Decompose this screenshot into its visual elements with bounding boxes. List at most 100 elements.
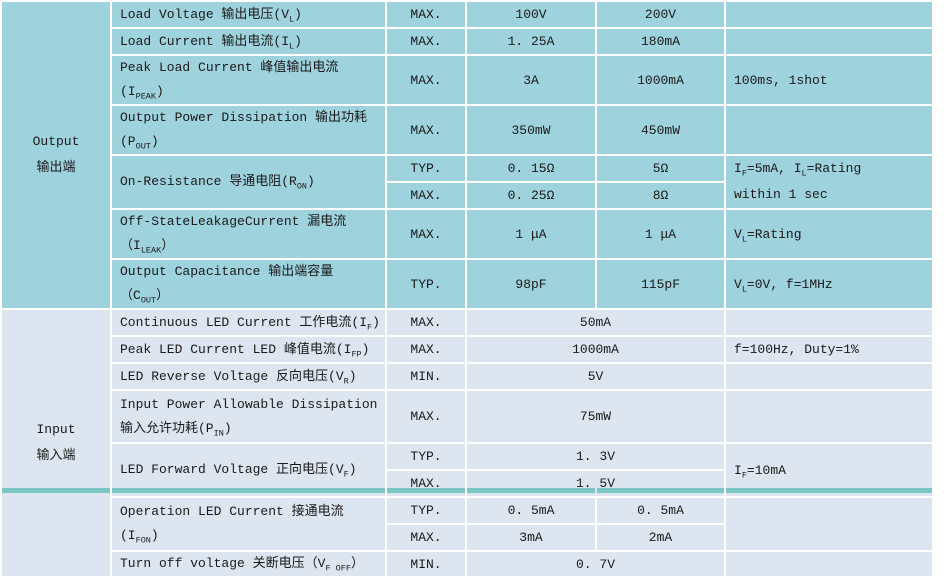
next-section-top-edge [0,488,932,493]
condition-cell: VL=0V, f=1MHz [726,260,932,308]
spec-cell: MAX. [387,183,465,208]
param-led-forward-voltage: LED Forward Voltage 正向电压(VF) [112,444,385,496]
spec-cell: MAX. [387,106,465,154]
strip-segment [597,488,724,493]
input-label-zh: 输入端 [36,448,76,463]
value-cell: 200V [597,2,724,27]
value-cell: 8Ω [597,183,724,208]
strip-segment [387,488,465,493]
table-row: Input Power Allowable Dissipation 输入允许功耗… [2,391,932,442]
value-cell: 1 μA [467,210,595,258]
value-cell: 1 μA [597,210,724,258]
value-cell: 5Ω [597,156,724,181]
param-load-current: Load Current 输出电流(IL) [112,29,385,54]
table-row: Off-StateLeakageCurrent 漏电流（ILEAK） MAX. … [2,210,932,258]
param-output-power-dissipation: Output Power Dissipation 输出功耗(POUT) [112,106,385,154]
table-row: Output Capacitance 输出端容量（COUT） TYP. 98pF… [2,260,932,308]
spec-cell: TYP. [387,498,465,523]
param-off-state-leakage: Off-StateLeakageCurrent 漏电流（ILEAK） [112,210,385,258]
condition-cell [726,310,932,335]
condition-cell [726,498,932,550]
param-continuous-led-current: Continuous LED Current 工作电流(IF) [112,310,385,335]
value-cell: 98pF [467,260,595,308]
value-cell: 5V [467,364,724,389]
value-cell: 0. 7V [467,552,724,576]
param-input-power-dissipation: Input Power Allowable Dissipation 输入允许功耗… [112,391,385,442]
value-cell: 1000mA [467,337,724,362]
spec-cell: MAX. [387,2,465,27]
param-led-reverse-voltage: LED Reverse Voltage 反向电压(VR) [112,364,385,389]
condition-cell [726,391,932,442]
value-cell: 0. 25Ω [467,183,595,208]
table-row: Output 输出端 Load Voltage 输出电压(VL) MAX. 10… [2,2,932,308]
param-operation-led-current: Operation LED Current 接通电流(IFON) [112,498,385,550]
value-cell: 1000mA [597,56,724,104]
condition-cell: VL=Rating [726,210,932,258]
spec-cell: MAX. [387,310,465,335]
output-label-zh: 输出端 [36,160,76,175]
condition-cell [726,29,932,54]
value-cell: 180mA [597,29,724,54]
table-row: Input 输入端 Continuous LED Current 工作电流(IF… [2,310,932,576]
strip-segment [726,488,932,493]
value-cell: 100V [467,2,595,27]
table-row: Peak LED Current LED 峰值电流(IFP) MAX. 1000… [2,337,932,362]
table-row: MAX. 0. 25Ω 8Ω [2,183,932,208]
table-row: Operation LED Current 接通电流(IFON) TYP. 0.… [2,498,932,550]
param-load-voltage: Load Voltage 输出电压(VL) [112,2,385,27]
param-on-resistance: On-Resistance 导通电阻(RON) [112,156,385,208]
table-row: LED Forward Voltage 正向电压(VF) TYP. 1. 3V … [2,444,932,496]
param-output-capacitance: Output Capacitance 输出端容量（COUT） [112,260,385,308]
value-cell: 50mA [467,310,724,335]
table-row: Peak Load Current 峰值输出电流(IPEAK) MAX. 3A … [2,56,932,104]
output-label-en: Output [32,134,80,149]
param-peak-load-current: Peak Load Current 峰值输出电流(IPEAK) [112,56,385,104]
condition-cell [726,2,932,27]
condition-line: within 1 sec [734,187,828,202]
output-section-label: Output 输出端 [2,2,110,308]
table-row: Turn off voltage 关断电压（VF OFF） MIN. 0. 7V [2,552,932,576]
value-cell: 0. 15Ω [467,156,595,181]
spec-cell: MAX. [387,391,465,442]
strip-segment [2,488,110,493]
spec-cell: MAX. [387,56,465,104]
condition-cell: f=100Hz, Duty=1% [726,337,932,362]
spec-cell: MAX. [387,210,465,258]
input-section-label: Input 输入端 [2,310,110,576]
value-cell: 1. 25A [467,29,595,54]
spec-cell: MAX. [387,525,465,550]
value-cell: 2mA [597,525,724,550]
condition-cell [726,106,932,154]
spec-cell: MIN. [387,552,465,576]
condition-line: IF=5mA, IL=Rating [734,161,862,179]
condition-cell [726,364,932,389]
input-label-en: Input [36,422,76,437]
table-row: LED Reverse Voltage 反向电压(VR) MIN. 5V [2,364,932,389]
condition-cell [726,552,932,576]
value-cell: 75mW [467,391,724,442]
spec-cell: TYP. [387,444,465,469]
value-cell: 3A [467,56,595,104]
table-row: Output Power Dissipation 输出功耗(POUT) MAX.… [2,106,932,154]
strip-segment [467,488,595,493]
value-cell: 450mW [597,106,724,154]
strip-segment [112,488,385,493]
table-row: Load Current 输出电流(IL) MAX. 1. 25A 180mA [2,29,932,54]
value-cell: 3mA [467,525,595,550]
spec-cell: MIN. [387,364,465,389]
spec-cell: TYP. [387,260,465,308]
value-cell: 1. 3V [467,444,724,469]
condition-cell: IF=10mA [726,444,932,496]
param-turn-off-voltage: Turn off voltage 关断电压（VF OFF） [112,552,385,576]
table-row: On-Resistance 导通电阻(RON) TYP. 0. 15Ω 5Ω I… [2,156,932,208]
value-cell: 115pF [597,260,724,308]
spec-cell: MAX. [387,29,465,54]
condition-cell: IF=5mA, IL=Rating within 1 sec [726,156,932,208]
value-cell: 350mW [467,106,595,154]
value-cell: 0. 5mA [467,498,595,523]
value-cell: 0. 5mA [597,498,724,523]
param-peak-led-current: Peak LED Current LED 峰值电流(IFP) [112,337,385,362]
condition-cell: 100ms, 1shot [726,56,932,104]
spec-cell: TYP. [387,156,465,181]
